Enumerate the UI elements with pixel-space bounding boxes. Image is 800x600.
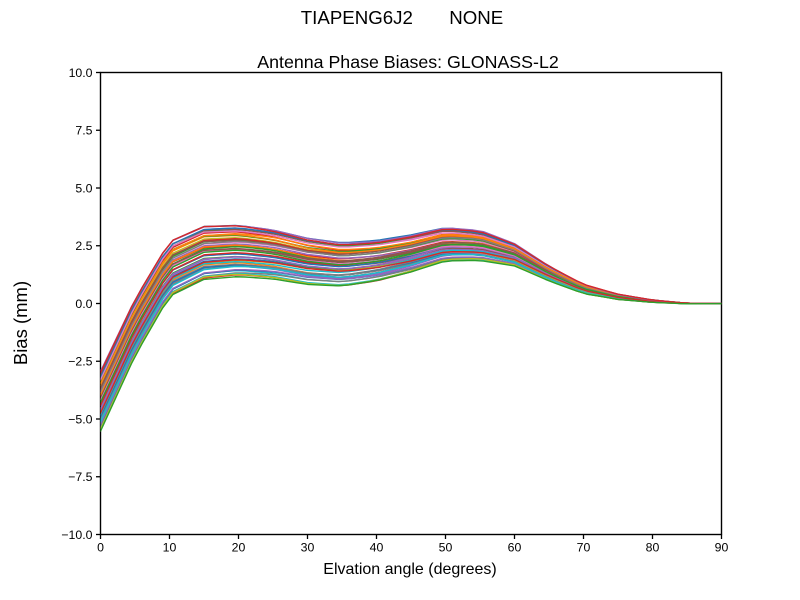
- svg-text:0.0: 0.0: [75, 297, 92, 311]
- svg-text:7.5: 7.5: [75, 124, 92, 138]
- svg-text:60: 60: [508, 541, 522, 555]
- svg-text:30: 30: [301, 541, 315, 555]
- svg-text:−7.5: −7.5: [68, 470, 92, 484]
- svg-text:80: 80: [646, 541, 660, 555]
- svg-text:−2.5: −2.5: [68, 355, 92, 369]
- svg-text:10: 10: [163, 541, 177, 555]
- svg-text:−5.0: −5.0: [68, 412, 92, 426]
- svg-text:20: 20: [232, 541, 246, 555]
- svg-text:5.0: 5.0: [75, 181, 92, 195]
- svg-text:70: 70: [577, 541, 591, 555]
- svg-text:40: 40: [370, 541, 384, 555]
- svg-text:0: 0: [97, 541, 104, 555]
- svg-text:−10.0: −10.0: [61, 528, 92, 542]
- svg-text:90: 90: [715, 541, 729, 555]
- svg-text:10.0: 10.0: [69, 66, 93, 80]
- svg-text:2.5: 2.5: [75, 239, 92, 253]
- svg-text:50: 50: [439, 541, 453, 555]
